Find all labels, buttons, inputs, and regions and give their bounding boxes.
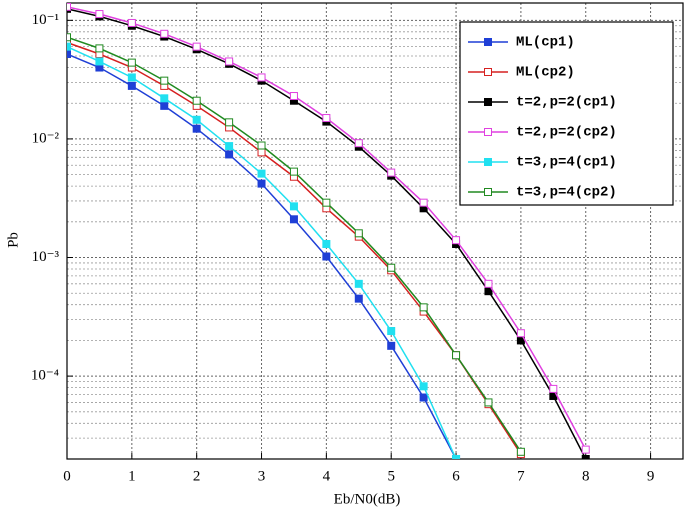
marker [67, 38, 71, 47]
legend-label: ML(cp2) [516, 65, 575, 81]
marker [387, 168, 396, 177]
marker [419, 198, 428, 207]
marker [289, 202, 298, 211]
legend-marker [484, 38, 492, 46]
legend-label: t=3,p=4(cp2) [516, 185, 617, 201]
marker [67, 42, 71, 51]
legend-label: t=2,p=2(cp1) [516, 95, 617, 111]
marker [192, 115, 201, 124]
marker [452, 455, 461, 459]
marker [160, 29, 169, 38]
marker [452, 351, 461, 360]
x-axis-label: Eb/N0(dB) [334, 491, 401, 507]
marker [192, 96, 201, 105]
marker [67, 33, 71, 42]
marker [387, 327, 396, 336]
legend-marker [484, 128, 492, 136]
y-tick-label: 10⁻³ [32, 249, 60, 265]
marker [322, 252, 331, 261]
marker [67, 50, 71, 59]
plot-area [67, 3, 590, 459]
marker [484, 279, 493, 288]
legend-marker [484, 158, 492, 166]
marker [322, 240, 331, 249]
marker [419, 393, 428, 402]
marker [322, 114, 331, 123]
marker [516, 447, 525, 456]
marker [257, 148, 266, 157]
marker [387, 341, 396, 350]
marker [192, 42, 201, 51]
marker [354, 294, 363, 303]
marker [160, 94, 169, 103]
x-tick-label: 2 [193, 468, 201, 484]
marker [127, 81, 136, 90]
x-tick-label: 6 [452, 468, 460, 484]
x-tick-label: 1 [128, 468, 136, 484]
marker [160, 76, 169, 85]
marker [95, 57, 104, 66]
marker [354, 139, 363, 148]
marker [127, 73, 136, 82]
marker [419, 303, 428, 312]
x-tick-label: 8 [582, 468, 590, 484]
marker [192, 124, 201, 133]
legend-marker [484, 68, 492, 76]
marker [225, 142, 234, 151]
marker [354, 229, 363, 238]
marker [225, 57, 234, 66]
marker [322, 198, 331, 207]
legend-label: ML(cp1) [516, 35, 575, 51]
legend-label: t=3,p=4(cp1) [516, 155, 617, 171]
x-tick-label: 4 [323, 468, 331, 484]
y-tick-label: 10⁻¹ [32, 12, 59, 28]
marker [452, 236, 461, 245]
marker [257, 169, 266, 178]
marker [95, 44, 104, 53]
x-tick-label: 3 [258, 468, 266, 484]
legend-box [459, 21, 674, 206]
marker [257, 179, 266, 188]
x-tick-label: 0 [63, 468, 71, 484]
marker [257, 73, 266, 82]
legend-label: t=2,p=2(cp2) [516, 125, 617, 141]
marker [387, 263, 396, 272]
marker [127, 58, 136, 67]
legend-marker [484, 98, 492, 106]
marker [289, 215, 298, 224]
y-tick-label: 10⁻² [32, 130, 60, 146]
marker [581, 445, 590, 454]
marker [516, 329, 525, 338]
marker [419, 382, 428, 391]
x-tick-label: 7 [517, 468, 525, 484]
x-tick-label: 9 [647, 468, 655, 484]
marker [354, 279, 363, 288]
marker [257, 141, 266, 150]
marker [289, 167, 298, 176]
marker [95, 10, 104, 19]
marker [127, 18, 136, 27]
plot-frame [66, 2, 684, 460]
marker [67, 3, 71, 11]
x-tick-label: 5 [387, 468, 395, 484]
marker [225, 118, 234, 127]
marker [160, 101, 169, 110]
marker [549, 384, 558, 393]
marker [484, 398, 493, 407]
y-tick-label: 10⁻⁴ [31, 368, 59, 384]
marker [289, 92, 298, 101]
marker [225, 150, 234, 159]
marker [581, 455, 590, 459]
y-axis-label: Pb [5, 232, 21, 248]
legend-marker [484, 188, 492, 196]
